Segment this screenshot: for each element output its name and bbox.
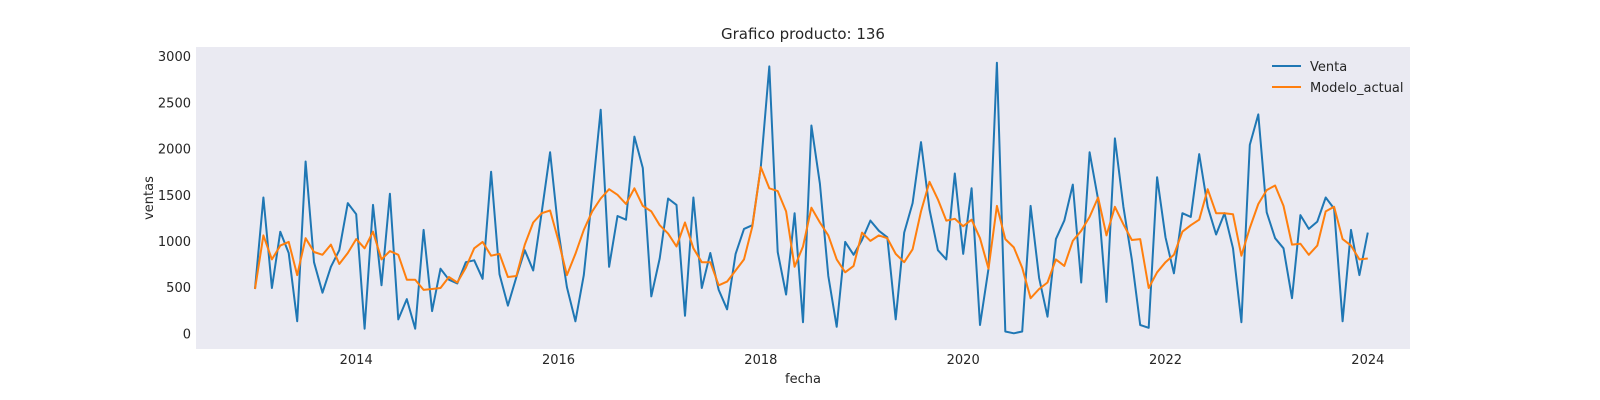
y-axis-ticks: 0 500 1000 1500 2000 2500 3000: [158, 50, 191, 342]
x-tick-label: 2020: [947, 353, 980, 368]
y-tick-label: 1500: [158, 189, 191, 204]
legend-label: Venta: [1310, 60, 1347, 75]
x-tick-label: 2014: [340, 353, 373, 368]
legend: Venta Modelo_actual: [1272, 60, 1404, 96]
y-tick-label: 2500: [158, 96, 191, 111]
x-tick-label: 2024: [1351, 353, 1384, 368]
x-axis-ticks: 2014 2016 2018 2020 2022 2024: [340, 353, 1385, 368]
plot-area: [196, 47, 1410, 349]
x-tick-label: 2018: [744, 353, 777, 368]
chart-title: Grafico producto: 136: [721, 25, 885, 43]
series-line-modelo-actual: [254, 166, 1368, 300]
series-line-venta: [254, 61, 1369, 335]
y-axis-label: ventas: [142, 176, 157, 220]
series-lines: [254, 61, 1369, 335]
legend-label: Modelo_actual: [1310, 81, 1404, 96]
x-tick-label: 2016: [542, 353, 575, 368]
y-tick-label: 1000: [158, 235, 191, 250]
y-tick-label: 3000: [158, 50, 191, 65]
x-tick-label: 2022: [1149, 353, 1182, 368]
y-tick-label: 2000: [158, 143, 191, 158]
x-axis-label: fecha: [785, 372, 821, 387]
y-tick-label: 0: [183, 327, 191, 342]
y-tick-label: 500: [166, 281, 191, 296]
